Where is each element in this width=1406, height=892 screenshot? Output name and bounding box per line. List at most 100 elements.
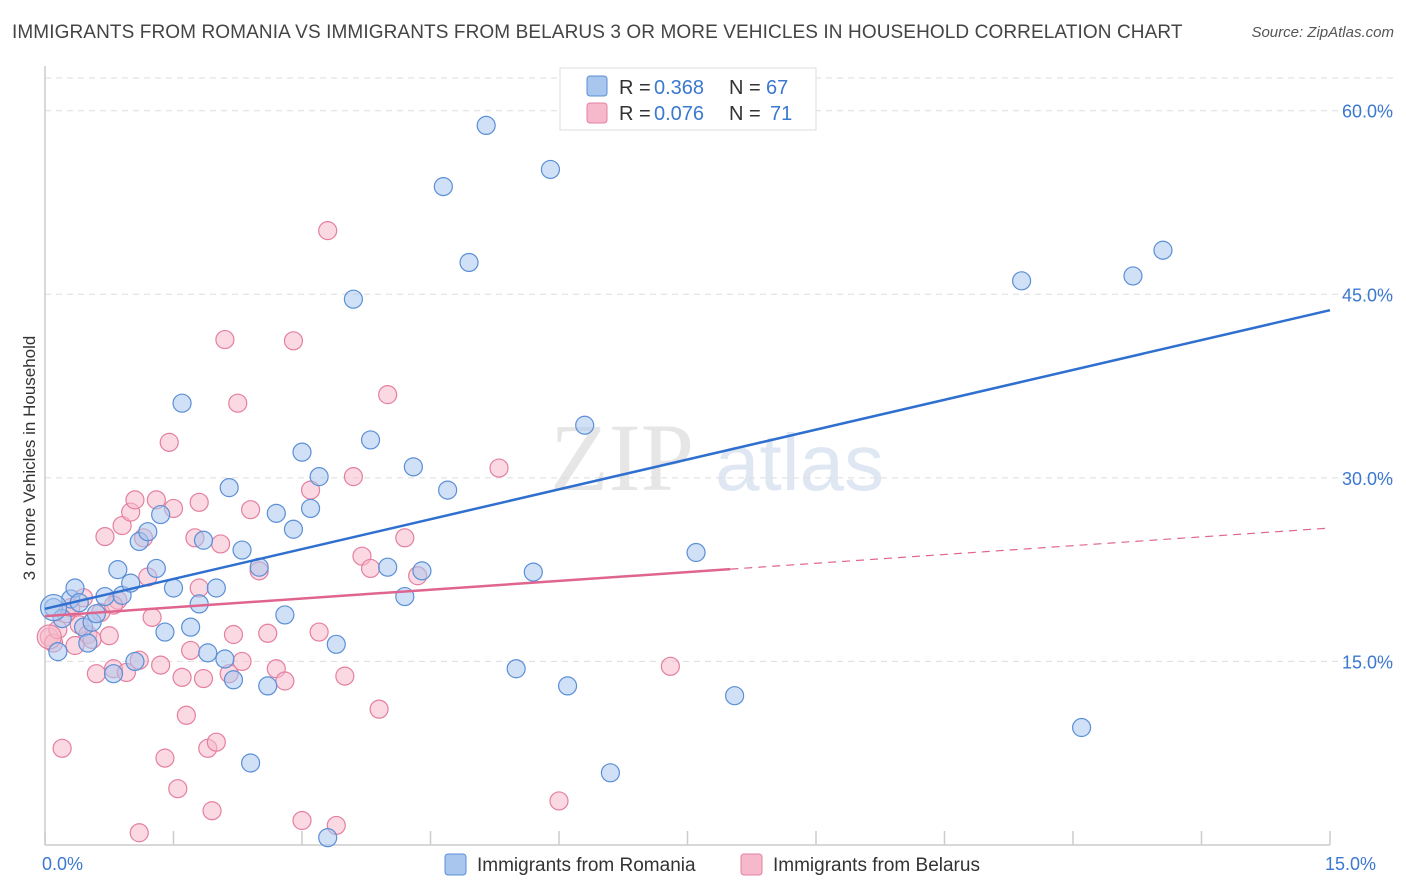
romania-point (403, 457, 423, 477)
y-tick-label: 30.0% (1342, 469, 1393, 489)
belarus-point (275, 671, 295, 691)
belarus-point (378, 385, 398, 405)
romania-points (39, 115, 1173, 848)
romania-point (318, 828, 338, 848)
belarus-point (86, 664, 107, 684)
romania-point (108, 560, 128, 580)
belarus-point (318, 221, 338, 241)
romania-point (1153, 240, 1173, 260)
romania-point (1123, 266, 1143, 286)
y-tick-labels: 15.0% 30.0% 45.0% 60.0% (1342, 102, 1393, 673)
belarus-trend-extension (730, 527, 1331, 570)
belarus-point (142, 607, 162, 627)
belarus-point (241, 500, 261, 520)
romania-point (155, 622, 175, 642)
romania-point (575, 415, 595, 435)
chart-title: IMMIGRANTS FROM ROMANIA VS IMMIGRANTS FR… (12, 22, 1183, 43)
romania-point (600, 763, 621, 783)
belarus-point (206, 732, 226, 752)
axes (44, 66, 1331, 846)
belarus-point (549, 791, 569, 811)
romania-point (686, 542, 706, 563)
bottom-legend-swatch-belarus (740, 853, 763, 876)
romania-point (476, 115, 496, 136)
belarus-point (232, 651, 252, 672)
belarus-point (129, 823, 149, 843)
belarus-point (660, 656, 680, 676)
romania-point (360, 430, 381, 450)
romania-point (309, 467, 329, 487)
belarus-point (335, 666, 355, 686)
romania-point (151, 504, 171, 525)
romania-point (219, 478, 239, 498)
legend-n-value-romania: 67 (766, 77, 788, 99)
romania-point (198, 643, 218, 663)
romania-point (725, 686, 745, 706)
bottom-legend-label-belarus: Immigrants from Belarus (773, 855, 980, 876)
romania-point (557, 676, 578, 696)
bottom-legend-swatch-romania (444, 853, 467, 876)
romania-point (506, 659, 526, 679)
romania-point (1011, 271, 1032, 291)
romania-point (292, 442, 312, 462)
romania-point (172, 393, 192, 413)
romania-point (258, 676, 278, 696)
belarus-point (159, 432, 179, 452)
legend-swatch-romania (586, 75, 608, 97)
legend-r-value-romania: 0.368 (654, 77, 704, 99)
romania-point (326, 634, 346, 654)
y-tick-label: 15.0% (1342, 652, 1393, 672)
legend-n-label-belarus: N = (729, 103, 761, 125)
legend-r-label-belarus: R = (619, 103, 651, 125)
romania-point (78, 633, 98, 653)
romania-point (412, 561, 432, 581)
legend-n-value-belarus: 71 (770, 103, 792, 125)
belarus-point (151, 655, 171, 675)
belarus-point (172, 667, 192, 687)
belarus-point (395, 528, 415, 548)
x-tick-label-max: 15.0% (1325, 854, 1376, 874)
belarus-point (189, 578, 209, 598)
belarus-point (176, 705, 196, 725)
romania-point (343, 289, 363, 309)
trend-lines (44, 308, 1331, 618)
belarus-point (52, 738, 72, 758)
bottom-legend-label-romania: Immigrants from Romania (477, 855, 696, 876)
y-axis-label: 3 or more Vehicles in Household (20, 336, 39, 581)
romania-point (275, 605, 295, 625)
romania-point (232, 540, 252, 560)
romania-trend-line (44, 308, 1331, 611)
legend-r-value-belarus: 0.076 (654, 103, 704, 125)
romania-point (146, 558, 166, 579)
romania-point (300, 498, 321, 519)
belarus-point (258, 623, 278, 643)
belarus-point (168, 779, 188, 799)
x-tick-label-min: 0.0% (42, 854, 83, 874)
belarus-point (309, 622, 329, 642)
legend-n-label-romania: N = (729, 77, 761, 99)
watermark-atlas: atlas (715, 418, 884, 507)
belarus-point (211, 534, 231, 554)
romania-point (540, 159, 561, 180)
belarus-trend-line (44, 567, 731, 618)
romania-point (1071, 717, 1092, 738)
belarus-point (99, 626, 119, 646)
romania-point (433, 176, 453, 197)
romania-point (459, 252, 479, 273)
belarus-point (155, 748, 175, 768)
romania-point (206, 578, 226, 598)
belarus-point (292, 810, 312, 831)
belarus-point (181, 640, 201, 661)
romania-point (125, 651, 145, 672)
legend-r-label-romania: R = (619, 77, 651, 99)
bottom-legend: Immigrants from Romania Immigrants from … (444, 853, 980, 876)
romania-point (241, 753, 261, 773)
romania-point (48, 642, 68, 662)
belarus-point (228, 393, 248, 413)
grid-lines (45, 77, 1395, 662)
romania-point (283, 519, 304, 539)
romania-point (215, 649, 235, 669)
romania-point (266, 503, 286, 523)
belarus-point (189, 492, 209, 512)
